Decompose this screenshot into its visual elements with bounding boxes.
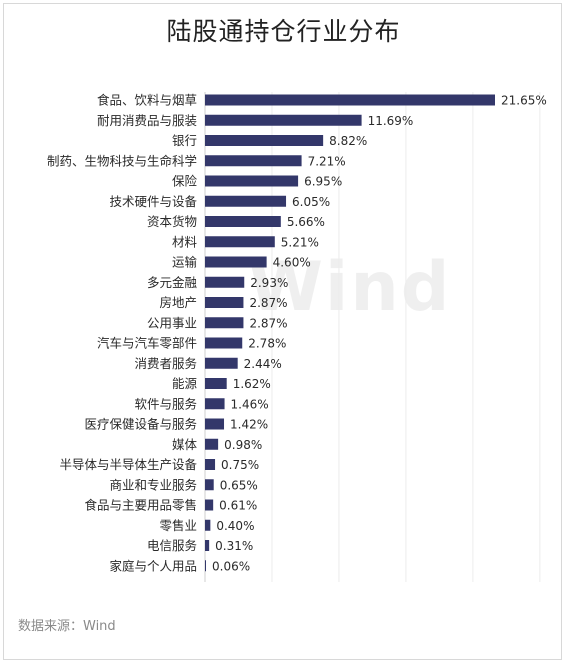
bar <box>205 317 244 329</box>
value-label: 1.46% <box>231 397 269 411</box>
category-label: 电信服务 <box>147 538 197 553</box>
value-label: 0.65% <box>220 478 258 492</box>
bar <box>205 216 281 227</box>
bar <box>205 540 210 551</box>
data-source-note: 数据来源：Wind <box>18 619 116 634</box>
category-label: 半导体与半导体生产设备 <box>59 457 197 472</box>
value-label: 1.42% <box>230 418 268 432</box>
category-label: 公用事业 <box>147 315 197 330</box>
bar <box>205 519 211 531</box>
value-label: 4.60% <box>273 256 311 270</box>
category-label: 医疗保健设备与服务 <box>84 417 197 432</box>
value-label: 5.21% <box>281 235 319 249</box>
bar <box>205 459 216 470</box>
chart-title: 陆股通持仓行业分布 <box>166 17 401 46</box>
category-label: 能源 <box>172 376 198 391</box>
bar <box>205 479 214 491</box>
value-label: 5.66% <box>287 215 325 229</box>
category-label: 房地产 <box>159 295 197 310</box>
bar <box>205 398 225 410</box>
bar <box>205 438 219 450</box>
value-label: 0.06% <box>212 559 250 573</box>
value-label: 0.40% <box>216 519 254 533</box>
bar <box>205 114 362 126</box>
bar <box>205 155 302 167</box>
value-label: 0.98% <box>224 438 262 452</box>
category-label: 消费者服务 <box>134 356 197 371</box>
value-label: 8.82% <box>329 134 367 148</box>
bar <box>205 135 324 146</box>
bar <box>205 236 275 248</box>
category-label: 耐用消费品与服装 <box>97 113 197 128</box>
bar <box>205 357 238 369</box>
category-label: 食品与主要用品零售 <box>84 498 197 513</box>
bar <box>205 175 299 187</box>
bar <box>205 337 243 349</box>
bar <box>205 94 495 106</box>
category-label: 汽车与汽车零部件 <box>97 336 197 351</box>
value-label: 0.61% <box>219 499 257 513</box>
category-label: 银行 <box>172 133 197 148</box>
value-label: 2.87% <box>249 296 287 310</box>
value-label: 21.65% <box>501 94 547 108</box>
bar <box>205 499 214 511</box>
bar-chart: 食品、饮料与烟草 21.65% 耐用消费品与服装 11.69% 银行 8.82% 制药、生物… <box>47 92 547 582</box>
value-label: 2.87% <box>249 316 287 330</box>
value-label: 2.78% <box>248 337 286 351</box>
wind-watermark: Wind <box>248 248 452 327</box>
value-label: 2.93% <box>250 276 288 290</box>
category-label: 媒体 <box>172 437 198 452</box>
value-label: 6.05% <box>292 195 330 209</box>
category-label: 制药、生物科技与生命科学 <box>47 153 197 168</box>
category-label: 材料 <box>172 234 198 249</box>
category-label: 保险 <box>172 174 198 189</box>
value-label: 6.95% <box>304 175 342 189</box>
category-label: 零售业 <box>159 518 197 533</box>
category-label: 商业和专业服务 <box>109 477 197 492</box>
category-label: 食品、饮料与烟草 <box>97 93 197 108</box>
category-label: 软件与服务 <box>134 396 197 411</box>
bar <box>205 560 206 572</box>
bar <box>205 418 225 430</box>
value-label: 1.62% <box>233 377 271 391</box>
value-label: 2.44% <box>244 357 282 371</box>
value-label: 11.69% <box>368 114 414 128</box>
category-label: 技术硬件与设备 <box>109 194 197 209</box>
bar <box>205 276 245 288</box>
category-label: 多元金融 <box>147 275 198 290</box>
bar <box>205 256 267 268</box>
value-label: 7.21% <box>308 154 346 168</box>
category-label: 运输 <box>172 255 198 270</box>
category-label: 家庭与个人用品 <box>109 558 197 573</box>
bar <box>205 195 287 207</box>
value-label: 0.31% <box>215 539 253 553</box>
bar <box>205 297 244 308</box>
bar <box>205 378 227 389</box>
category-label: 资本货物 <box>147 214 197 229</box>
chart-frame <box>3 3 562 660</box>
value-label: 0.75% <box>221 458 259 472</box>
